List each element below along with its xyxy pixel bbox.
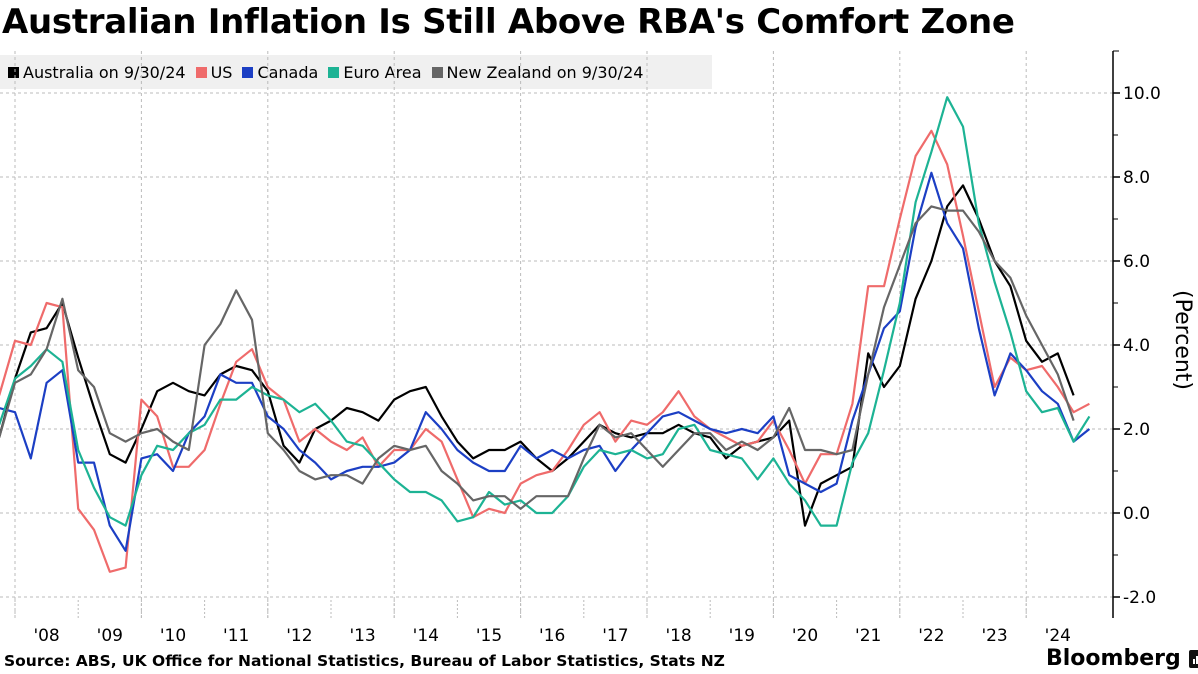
x-axis: '08 '09 '10 '11 '12 '13 '14 '15 '16 '17 '18 '19 '20 '… — [14, 600, 1071, 646]
x-tick-label: '19 — [729, 626, 755, 646]
bloomberg-logo: Bloomberg — [1046, 646, 1198, 671]
gridlines — [0, 51, 1113, 618]
x-tick-label: '20 — [792, 626, 818, 646]
y-tick-label: 0.0 — [1123, 504, 1150, 524]
legend-item-canada: Canada — [242, 63, 318, 82]
x-tick-label: '23 — [981, 626, 1007, 646]
chart-title: Australian Inflation Is Still Above RBA'… — [2, 2, 1015, 42]
brand-name: Bloomberg — [1046, 646, 1181, 671]
legend-label: US — [210, 62, 233, 82]
x-tick-label: '22 — [918, 626, 944, 646]
x-tick-label: '08 — [33, 626, 59, 646]
x-tick-label: '14 — [413, 626, 439, 646]
y-tick-label: 6.0 — [1123, 252, 1150, 272]
y-tick-label: 2.0 — [1123, 420, 1150, 440]
legend-label: Euro Area — [343, 62, 422, 82]
bloomberg-chart-icon — [1188, 649, 1198, 668]
legend-item-euro-area: Euro Area — [328, 62, 422, 82]
legend-swatch — [242, 66, 254, 78]
legend-label: Canada — [257, 62, 319, 82]
series-line-canada — [0, 171, 1091, 552]
legend-swatch — [328, 66, 340, 78]
x-tick-label: '12 — [286, 626, 312, 646]
series-line-euro-area — [0, 96, 1091, 527]
y-axis-label: (Percent) — [1170, 290, 1195, 390]
y-axis: -2.0 0.0 2.0 4.0 6.0 8.0 10.0 — [1112, 50, 1161, 618]
y-tick-label: -2.0 — [1123, 588, 1156, 608]
x-tick-label: '09 — [97, 626, 123, 646]
legend-item-new-zealand: New Zealand on 9/30/24 — [431, 62, 644, 82]
x-tick-label: '16 — [539, 626, 565, 646]
y-tick-label: 8.0 — [1123, 168, 1150, 188]
legend-item-australia: Australia on 9/30/24 — [8, 63, 186, 82]
legend-label: New Zealand on 9/30/24 — [446, 62, 644, 82]
x-tick-label: '13 — [349, 626, 375, 646]
x-tick-label: '15 — [476, 626, 502, 646]
y-tick-label: 4.0 — [1123, 336, 1150, 356]
x-tick-label: '24 — [1045, 626, 1071, 646]
x-tick-label: '21 — [855, 626, 881, 646]
legend: Australia on 9/30/24 US Canada Euro Area… — [0, 55, 712, 89]
x-tick-label: '18 — [665, 626, 691, 646]
legend-swatch — [431, 66, 443, 78]
x-tick-label: '17 — [602, 626, 628, 646]
series-lines — [0, 96, 1091, 573]
x-tick-label: '10 — [160, 626, 186, 646]
series-line-us — [0, 129, 1090, 573]
legend-item-us: US — [195, 62, 233, 82]
legend-label: Australia on 9/30/24 — [23, 62, 186, 82]
legend-swatch — [195, 66, 207, 78]
x-tick-label: '11 — [223, 626, 249, 646]
y-tick-label: 10.0 — [1123, 84, 1161, 104]
legend-swatch — [8, 66, 19, 78]
source-note: Source: ABS, UK Office for National Stat… — [4, 652, 725, 670]
series-line-new-zealand — [0, 205, 1075, 510]
